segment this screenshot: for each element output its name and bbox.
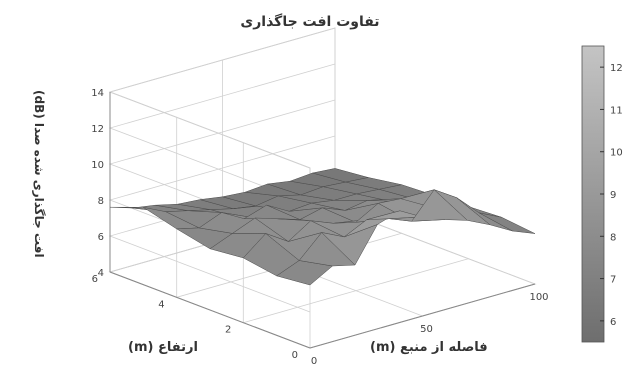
y-tick-label: 4 xyxy=(158,299,164,310)
colorbar: 6 7 8 9 10 11 12 xyxy=(581,45,623,343)
surface-mesh xyxy=(109,168,536,286)
y-axis-label: ارتفاع (m) xyxy=(128,340,198,355)
z-tick-label: 8 xyxy=(98,196,104,207)
y-tick-label: 2 xyxy=(225,325,231,336)
colorbar-tick-label: 8 xyxy=(610,232,616,243)
y-tick-label: 6 xyxy=(92,274,98,285)
chart-title: تفاوت افت جاگذاری xyxy=(240,14,380,30)
x-tick-label: 100 xyxy=(529,292,548,303)
colorbar-tick-label: 6 xyxy=(610,317,616,328)
z-tick-label: 10 xyxy=(91,160,104,171)
surface-cell xyxy=(479,212,536,234)
z-tick-label: 4 xyxy=(98,268,104,279)
y-tick-label: 0 xyxy=(292,350,298,361)
y-axis-line xyxy=(109,271,311,349)
z-tick-label: 12 xyxy=(91,124,104,135)
x-axis-label: فاصله از منبع (m) xyxy=(370,340,488,355)
colorbar-tick-label: 11 xyxy=(610,105,623,116)
colorbar-tick-label: 12 xyxy=(610,63,623,74)
x-axis-line xyxy=(309,283,536,349)
colorbar-tick-label: 9 xyxy=(610,190,616,201)
z-axis-label: افت جاگذاری شده صدا (dB) xyxy=(32,90,46,258)
z-tick-label: 14 xyxy=(91,88,104,99)
x-tick-label: 50 xyxy=(420,324,433,335)
z-tick-label: 6 xyxy=(98,232,104,243)
colorbar-tick-label: 7 xyxy=(610,275,616,286)
colorbar-tick-label: 10 xyxy=(610,148,623,159)
x-tick-label: 0 xyxy=(311,356,317,367)
